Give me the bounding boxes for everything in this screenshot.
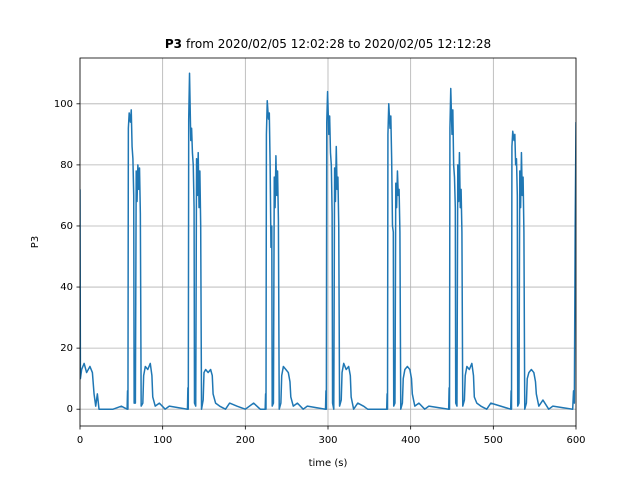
y-tick-label: 60 [60,221,73,232]
y-axis-label: P3 [30,236,41,248]
x-axis-label: time (s) [309,458,348,469]
y-tick-label: 0 [67,404,73,415]
title-rest: from 2020/02/05 12:02:28 to 2020/02/05 1… [186,37,491,51]
data-line [80,72,576,410]
x-tick-label: 400 [401,435,420,446]
y-tick-label: 100 [54,99,73,110]
x-tick-label: 0 [77,435,83,446]
y-tick-label: 20 [60,343,73,354]
chart-title: P3 from 2020/02/05 12:02:28 to 2020/02/05… [165,37,491,51]
title-bold: P3 [165,37,182,51]
y-tick-label: 80 [60,160,73,171]
x-tick-label: 500 [484,435,503,446]
x-tick-label: 200 [236,435,255,446]
x-tick-label: 100 [153,435,172,446]
x-tick-label: 300 [318,435,337,446]
y-tick-label: 40 [60,282,73,293]
x-tick-label: 600 [566,435,585,446]
plot-frame [79,57,577,427]
